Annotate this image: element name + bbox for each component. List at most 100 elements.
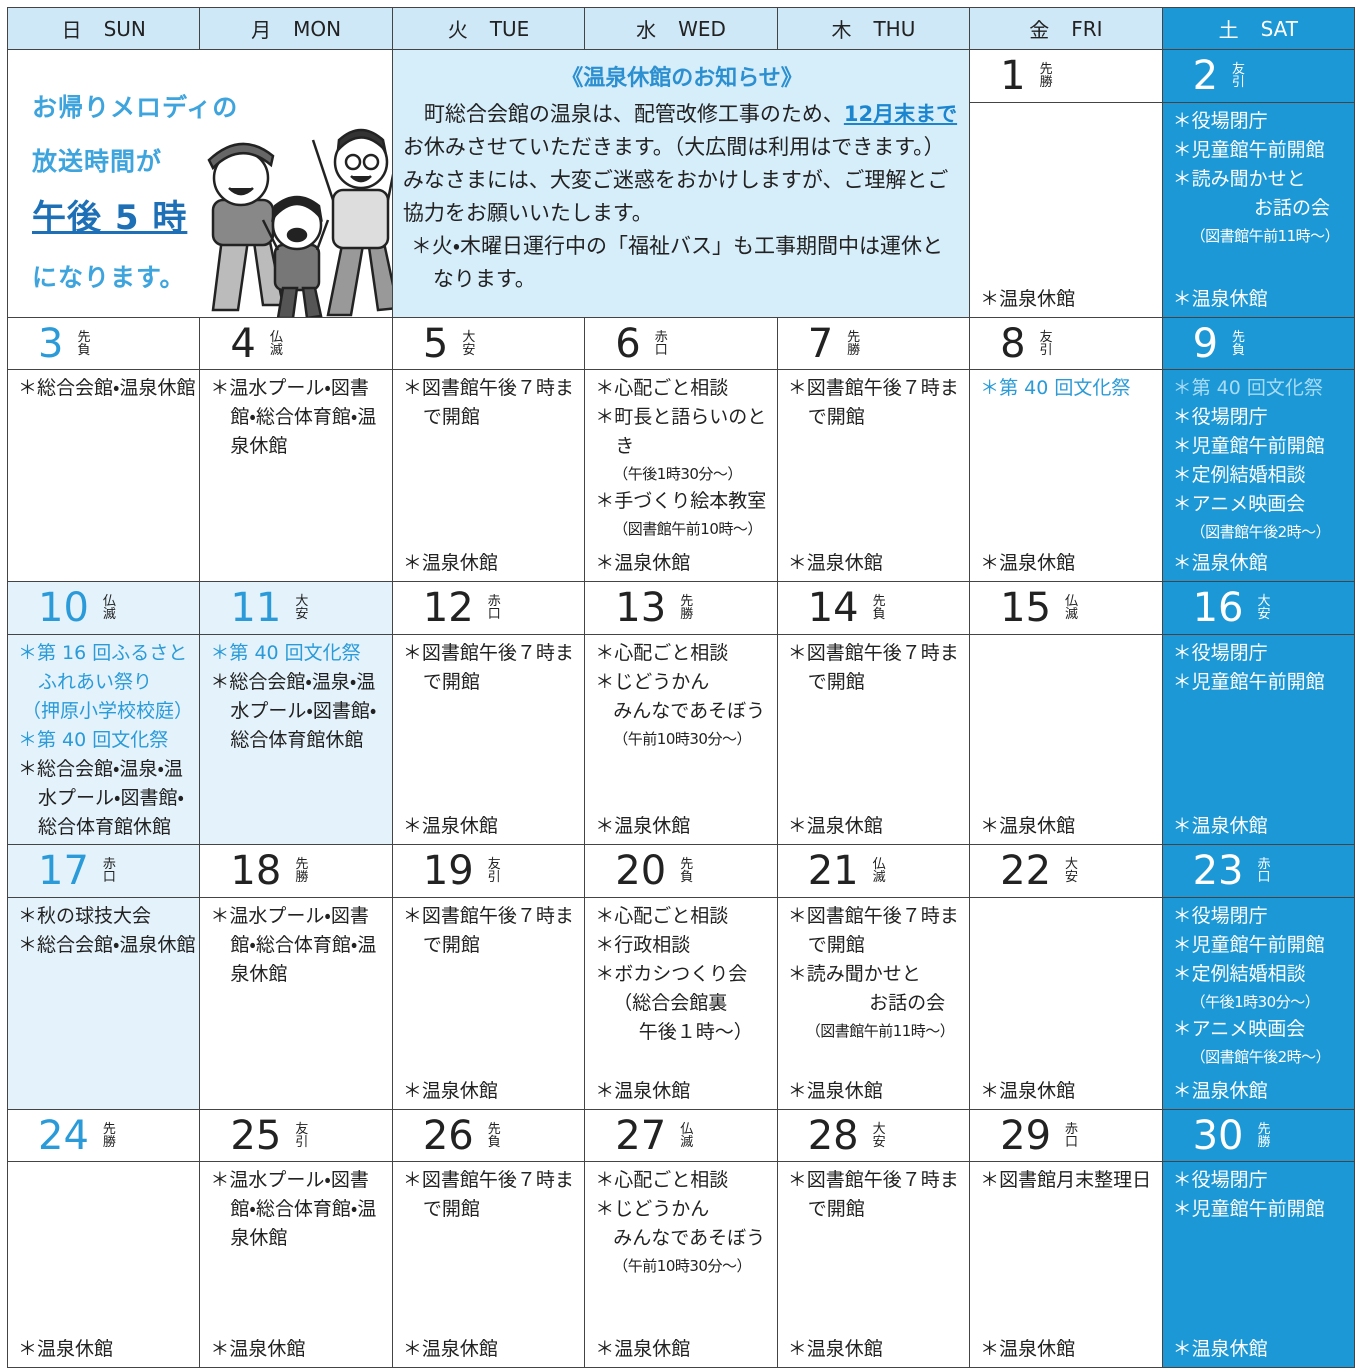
event: ＊図書館午後７時まで開館: [402, 642, 574, 693]
day-content: ＊温水プール・図書館・総合体育館・温泉休館: [200, 898, 393, 1110]
event: ＊第 16 回ふるさとふれあい祭り: [18, 642, 188, 693]
day-number: 24: [38, 1112, 89, 1159]
footer-note: ＊温泉休館: [980, 1080, 1076, 1102]
footer-note: ＊温泉休館: [980, 815, 1076, 837]
rokuyo-char: 大: [1065, 857, 1079, 872]
day-number: 21: [807, 848, 859, 894]
day-number: 20: [615, 848, 667, 894]
event-list: ＊図書館午後７時まで開館: [778, 1162, 969, 1224]
event: ＊読み聞かせと: [787, 963, 921, 985]
rokuyo-char: 負: [680, 870, 694, 885]
event-list: ＊役場閉庁 ＊児童館午前開館: [1163, 635, 1354, 697]
date-row: 30 先勝: [1162, 1110, 1355, 1162]
day-number: 16: [1192, 585, 1244, 631]
event: ＊図書館午後７時まで開館: [402, 1169, 574, 1220]
footer-note: ＊温泉休館: [980, 552, 1076, 574]
footer-note: ＊温泉休館: [980, 1338, 1076, 1360]
event-list: ＊心配ごと相談 ＊行政相談 ＊ボカシつくり会 （総合会館裏 午後１時～）: [585, 898, 776, 1047]
rokuyo-char: 赤: [102, 857, 116, 872]
weekday-ja: 金: [1029, 18, 1050, 42]
event: ＊じどうかん: [595, 671, 710, 693]
rokuyo-char: 仏: [872, 857, 886, 872]
weekday-ja: 月: [251, 18, 272, 42]
event: ＊じどうかん: [595, 1198, 710, 1220]
event: ＊図書館午後７時まで開館: [787, 905, 959, 956]
weekday-header: 日 SUN: [8, 8, 201, 50]
rokuyo-char: 勝: [295, 870, 309, 885]
weekday-en: MON: [293, 16, 342, 41]
event: ＊総合会館・温泉休館: [18, 934, 196, 956]
rokuyo-char: 口: [1257, 870, 1271, 885]
rokuyo: 大安: [462, 331, 476, 357]
event-list: ＊第 40 回文化祭: [970, 370, 1161, 403]
notice-panel: 《温泉休館のお知らせ》 町総合会館の温泉は、配管改修工事のため、12月末までお休み…: [392, 50, 971, 318]
event: お話の会: [1253, 197, 1330, 219]
rokuyo-char: 大: [1257, 594, 1271, 609]
melody-line: になります。: [32, 263, 186, 292]
day-number: 17: [38, 848, 89, 894]
melody-panel: お帰りメロディの 放送時間が 午後 5 時になります。: [8, 50, 393, 318]
weekday-en: THU: [873, 16, 916, 41]
footer-note: ＊温泉休館: [595, 815, 691, 837]
rokuyo: 先負: [873, 595, 887, 621]
day-content: ＊第 40 回文化祭 ＊総合会館・温泉・温水プール・図書館・総合体育館休館: [200, 635, 393, 845]
event: ＊秋の球技大会: [18, 905, 152, 927]
day-number: 3: [38, 320, 64, 367]
day-content: ＊役場閉庁 ＊児童館午前開館 ＊読み聞かせと お話の会 （図書館午前11時～） ＊温泉休館: [1162, 103, 1355, 318]
day-number: 28: [807, 1112, 859, 1159]
rokuyo-char: 先: [487, 1121, 501, 1137]
rokuyo-char: 勝: [680, 607, 694, 622]
rokuyo-char: 仏: [680, 1121, 694, 1137]
rokuyo-char: 滅: [102, 607, 116, 622]
weekday-ja: 日: [61, 18, 82, 42]
notice-title: 《温泉休館のお知らせ》: [561, 66, 803, 91]
rokuyo-char: 先: [680, 857, 694, 872]
event: （図書館午後2時～）: [1190, 1048, 1331, 1066]
event: ＊アニメ映画会: [1172, 493, 1306, 515]
day-content: ＊心配ごと相談 ＊町長と語らいのとき （午後1時30分～） ＊手づくり絵本教室 （図書館…: [585, 370, 778, 582]
day-content: ＊図書館午後７時まで開館 ＊温泉休館: [777, 370, 971, 582]
weekday-ja: 木: [831, 18, 852, 42]
rokuyo-char: 滅: [269, 342, 283, 358]
day-number: 22: [1000, 848, 1052, 894]
rokuyo-char: 負: [872, 607, 886, 622]
event: ＊定例結婚相談: [1172, 963, 1306, 985]
event: ＊図書館午後７時まで開館: [787, 642, 959, 693]
day-number: 23: [1192, 848, 1244, 894]
event-list: ＊図書館午後７時まで開館 ＊読み聞かせと お話の会 （図書館午前11時～）: [778, 898, 969, 1044]
date-row: 11 大安: [200, 582, 393, 635]
rokuyo-char: 引: [1232, 75, 1246, 90]
day-number: 8: [1000, 320, 1026, 367]
rokuyo-char: 仏: [1065, 594, 1079, 609]
weekday-en: TUE: [489, 16, 530, 41]
rokuyo-char: 勝: [847, 342, 861, 358]
rokuyo-char: 赤: [654, 329, 668, 345]
event: ＊役場閉庁: [1172, 905, 1268, 927]
rokuyo-char: 勝: [1257, 1134, 1271, 1150]
rokuyo: 先勝: [295, 858, 309, 884]
date-row: 20 先負: [585, 845, 778, 898]
event-list: ＊心配ごと相談 ＊じどうかん みんなであそぼう （午前10時30分～）: [585, 1162, 776, 1279]
event: ＊アニメ映画会: [1172, 1018, 1306, 1040]
footer-note: ＊温泉休館: [1172, 552, 1268, 574]
rokuyo-char: 先: [102, 1121, 116, 1137]
event-list: ＊役場閉庁 ＊児童館午前開館 ＊読み聞かせと お話の会 （図書館午前11時～）: [1163, 103, 1354, 249]
rokuyo-char: 滅: [872, 870, 886, 885]
event: ＊図書館午後７時まで開館: [787, 1169, 959, 1220]
date-row: 10 仏滅: [8, 582, 201, 635]
weekday-header: 火 TUE: [392, 8, 586, 50]
notice-text: 町総合会館の温泉は、配管改修工事のため、: [423, 102, 844, 126]
footer-note: ＊温泉休館: [787, 1080, 883, 1102]
rokuyo: 赤口: [1065, 1123, 1079, 1149]
event: ＊役場閉庁: [1172, 110, 1268, 132]
event-list: ＊図書館午後７時まで開館: [393, 370, 584, 432]
event: （午後1時30分～）: [613, 465, 742, 483]
day-number: 14: [807, 585, 859, 631]
rokuyo: 友引: [488, 858, 502, 884]
day-content: ＊図書館午後７時まで開館 ＊読み聞かせと お話の会 （図書館午前11時～） ＊温泉休館: [777, 898, 971, 1110]
day-content: ＊総合会館・温泉休館: [8, 370, 201, 582]
